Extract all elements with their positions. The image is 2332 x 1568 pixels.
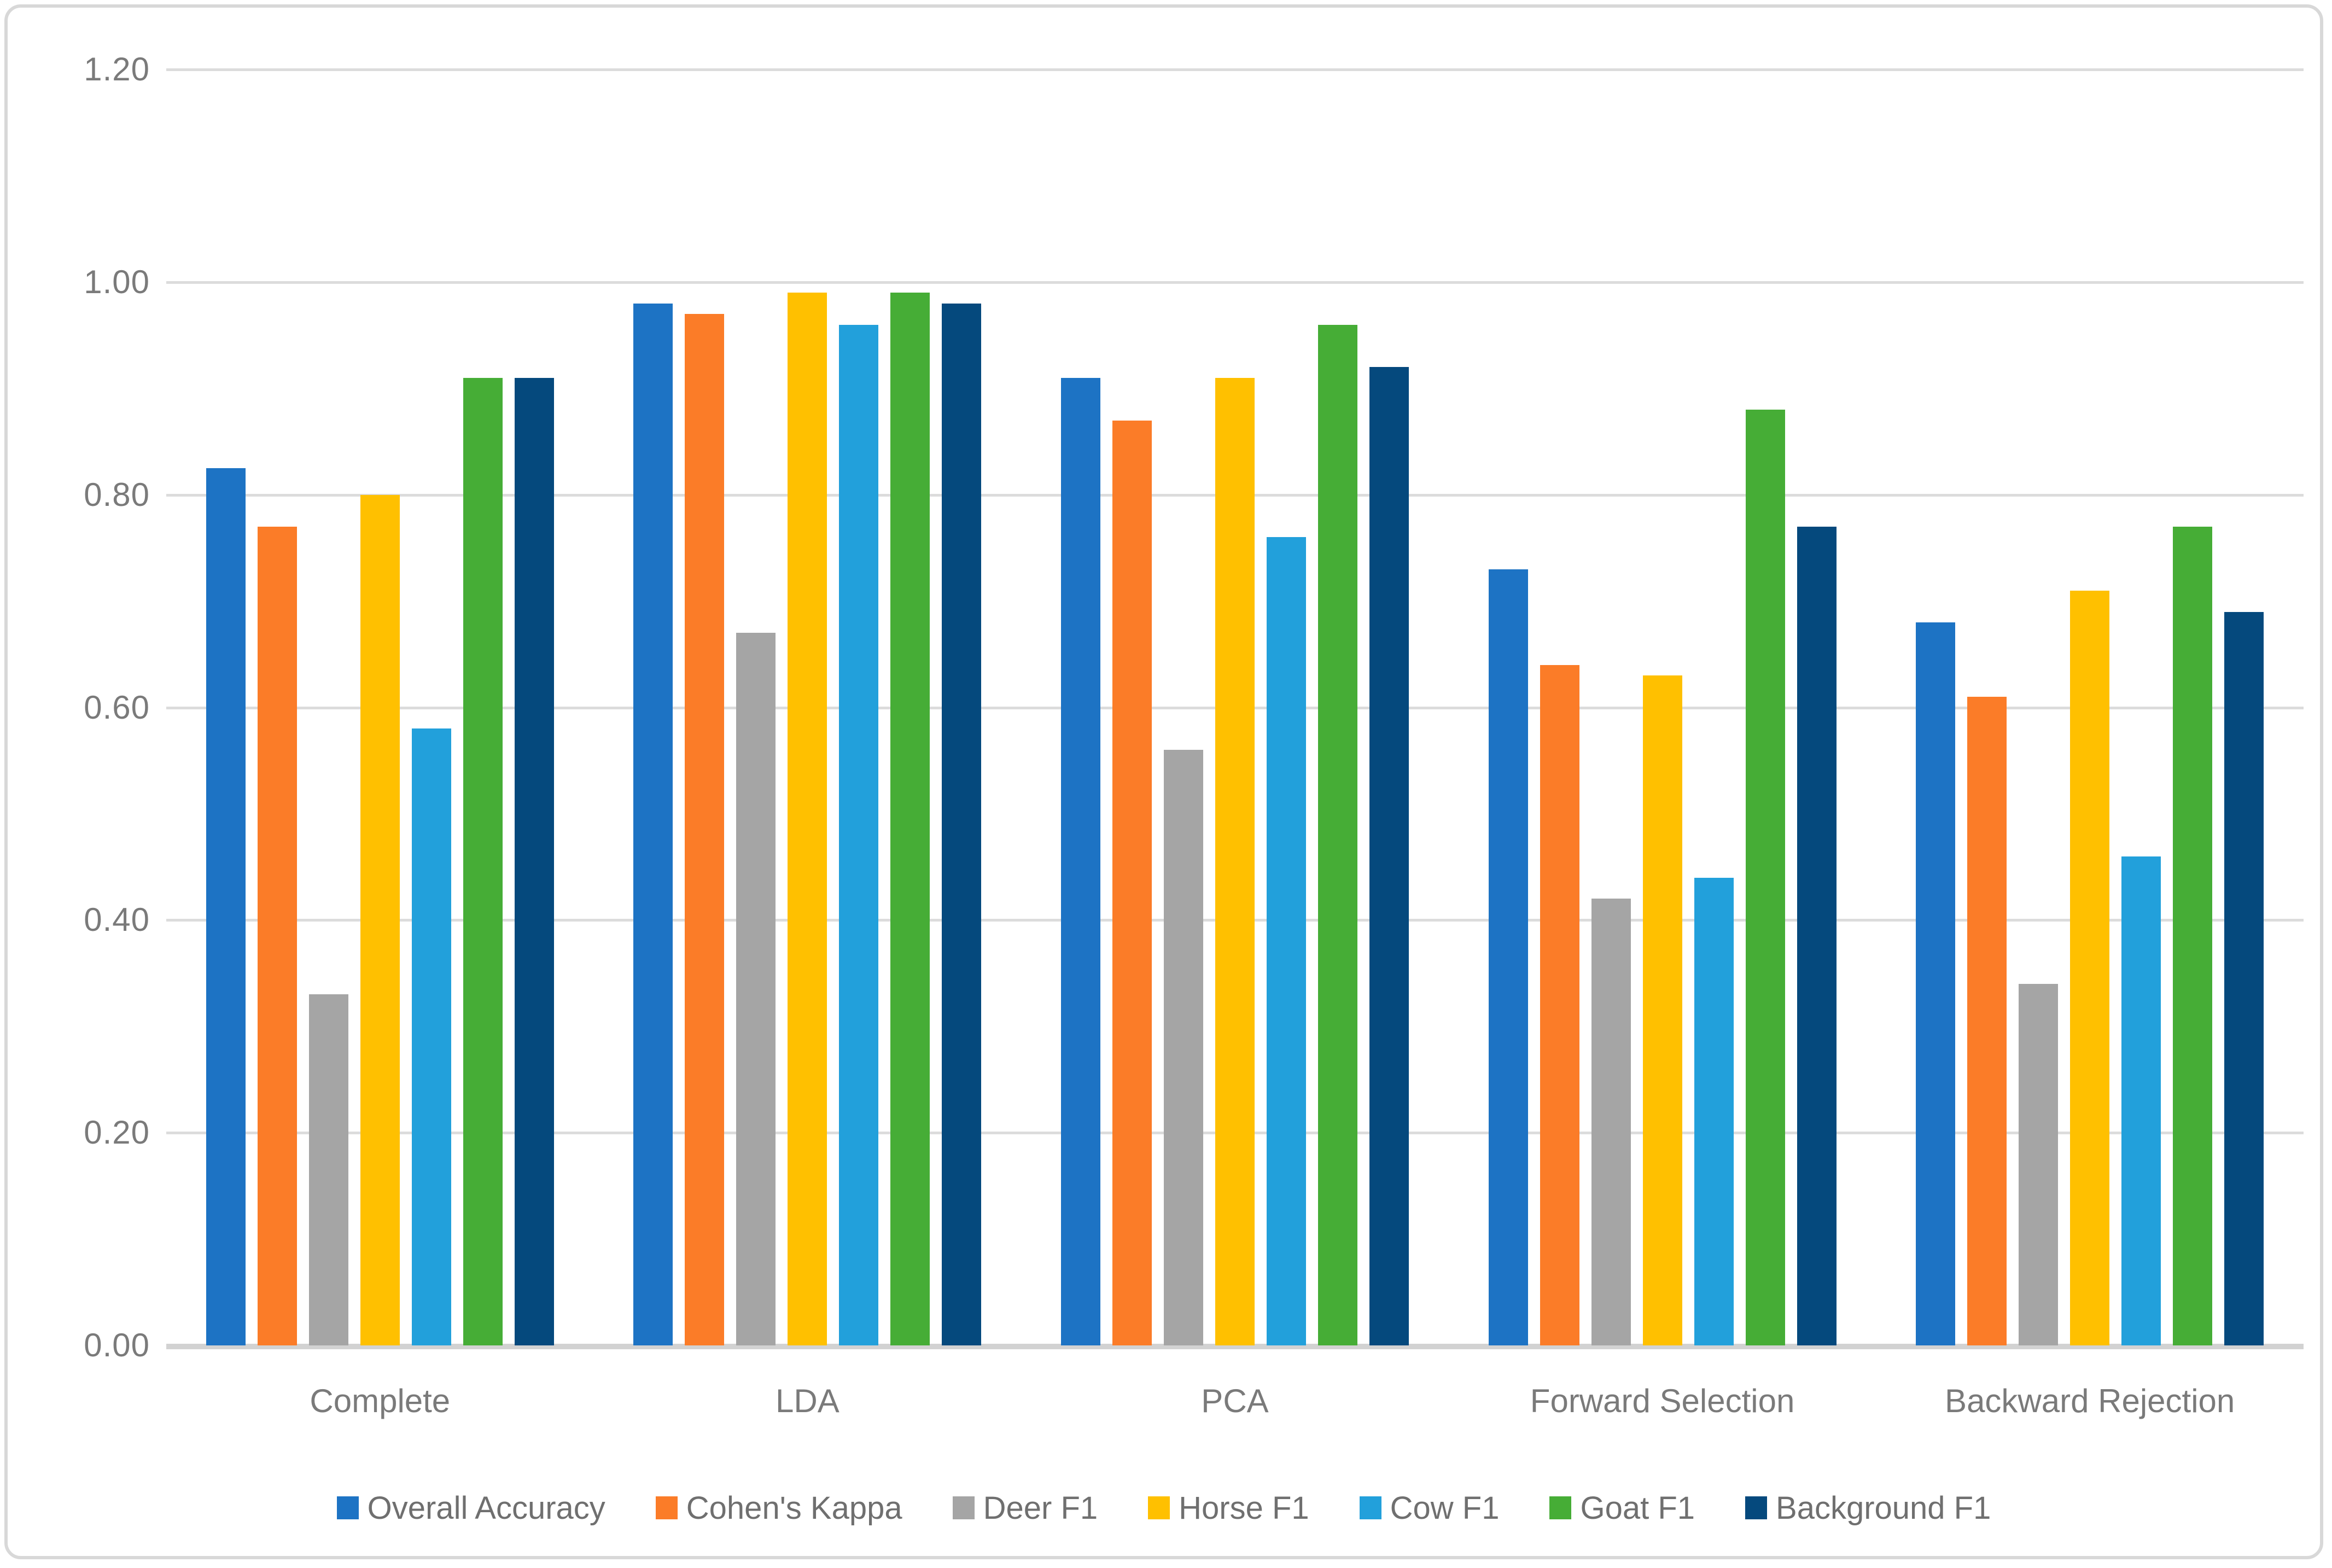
bar bbox=[1215, 377, 1255, 1345]
x-axis-category-label: Backward Rejection bbox=[1945, 1383, 2235, 1419]
legend-label: Deer F1 bbox=[983, 1490, 1098, 1526]
chart-frame: 0.00 0.20 0.40 0.60 0.80 1.00 1.20 Complete LDA… bbox=[4, 4, 2323, 1559]
bar bbox=[360, 494, 400, 1345]
legend-label: Overall Accuracy bbox=[367, 1490, 605, 1526]
y-axis-tick-label: 0.40 bbox=[84, 901, 150, 939]
bar bbox=[685, 314, 725, 1345]
legend: Overall Accuracy Cohen's Kappa Deer F1 Hors… bbox=[8, 1478, 2320, 1538]
legend-item: Horse F1 bbox=[1148, 1490, 1309, 1526]
bar-group bbox=[166, 69, 594, 1345]
bar bbox=[1112, 420, 1152, 1345]
bar bbox=[1317, 324, 1357, 1345]
x-axis-category-label: LDA bbox=[776, 1383, 839, 1419]
bar bbox=[514, 377, 554, 1345]
bar-group bbox=[1021, 69, 1449, 1345]
x-axis-category-label: Complete bbox=[310, 1383, 451, 1419]
legend-swatch bbox=[1359, 1496, 1381, 1519]
bar bbox=[206, 468, 246, 1345]
bar bbox=[257, 527, 297, 1345]
bar bbox=[633, 303, 673, 1345]
y-axis-tick-label: 1.20 bbox=[84, 51, 150, 88]
bar-groups bbox=[166, 69, 2304, 1345]
y-axis-tick-label: 0.80 bbox=[84, 476, 150, 513]
y-axis-tick-label: 0.20 bbox=[84, 1114, 150, 1151]
bar bbox=[1642, 675, 1682, 1345]
bar bbox=[1745, 410, 1785, 1345]
legend-label: Background F1 bbox=[1776, 1490, 1991, 1526]
legend-label: Cow F1 bbox=[1390, 1490, 1500, 1526]
bar bbox=[2019, 983, 2059, 1345]
bar bbox=[890, 293, 930, 1345]
legend-swatch bbox=[336, 1496, 359, 1519]
bar bbox=[2070, 590, 2110, 1345]
y-axis: 0.00 0.20 0.40 0.60 0.80 1.00 1.20 bbox=[30, 53, 150, 1362]
bar bbox=[1369, 367, 1409, 1345]
bar bbox=[411, 728, 451, 1345]
legend-label: Cohen's Kappa bbox=[686, 1490, 902, 1526]
legend-item: Goat F1 bbox=[1549, 1490, 1695, 1526]
x-axis: Complete LDA PCA Forward Selection Backward … bbox=[166, 1374, 2304, 1429]
bar bbox=[788, 293, 827, 1345]
bar bbox=[839, 324, 879, 1345]
x-axis-category-label: PCA bbox=[1201, 1383, 1269, 1419]
bar bbox=[2224, 611, 2264, 1345]
legend-label: Horse F1 bbox=[1179, 1490, 1309, 1526]
x-axis-category-label: Forward Selection bbox=[1530, 1383, 1795, 1419]
legend-swatch bbox=[1148, 1496, 1170, 1519]
bar bbox=[1540, 664, 1579, 1345]
legend-swatch bbox=[655, 1496, 678, 1519]
bar bbox=[1967, 697, 2007, 1345]
legend-label: Goat F1 bbox=[1580, 1490, 1695, 1526]
y-axis-tick-label: 1.00 bbox=[84, 263, 150, 300]
legend-item: Overall Accuracy bbox=[336, 1490, 605, 1526]
y-axis-tick-label: 0.00 bbox=[84, 1327, 150, 1363]
bar bbox=[736, 633, 776, 1345]
bar bbox=[1488, 569, 1528, 1345]
plot-area bbox=[166, 68, 2304, 1349]
legend-swatch bbox=[1549, 1496, 1572, 1519]
gridline bbox=[166, 281, 2304, 284]
bar-group bbox=[1876, 69, 2304, 1345]
bar bbox=[1694, 877, 1734, 1345]
legend-item: Cow F1 bbox=[1359, 1490, 1500, 1526]
bar bbox=[1266, 537, 1306, 1345]
bar bbox=[1163, 750, 1203, 1345]
bar bbox=[1916, 622, 1956, 1345]
bar bbox=[942, 303, 982, 1345]
bar-group bbox=[594, 69, 1022, 1345]
bar bbox=[463, 377, 503, 1345]
legend-swatch bbox=[1745, 1496, 1768, 1519]
legend-item: Cohen's Kappa bbox=[655, 1490, 902, 1526]
gridline bbox=[166, 68, 2304, 71]
legend-swatch bbox=[952, 1496, 975, 1519]
y-axis-tick-label: 0.60 bbox=[84, 689, 150, 726]
bar bbox=[308, 994, 348, 1345]
legend-item: Background F1 bbox=[1745, 1490, 1991, 1526]
x-axis-line bbox=[166, 1344, 2304, 1349]
bar bbox=[2173, 527, 2213, 1345]
bar bbox=[1797, 527, 1837, 1345]
bar-group bbox=[1449, 69, 1876, 1345]
bar bbox=[2121, 856, 2161, 1345]
bar bbox=[1591, 899, 1631, 1345]
legend-item: Deer F1 bbox=[952, 1490, 1098, 1526]
bar bbox=[1060, 377, 1100, 1345]
